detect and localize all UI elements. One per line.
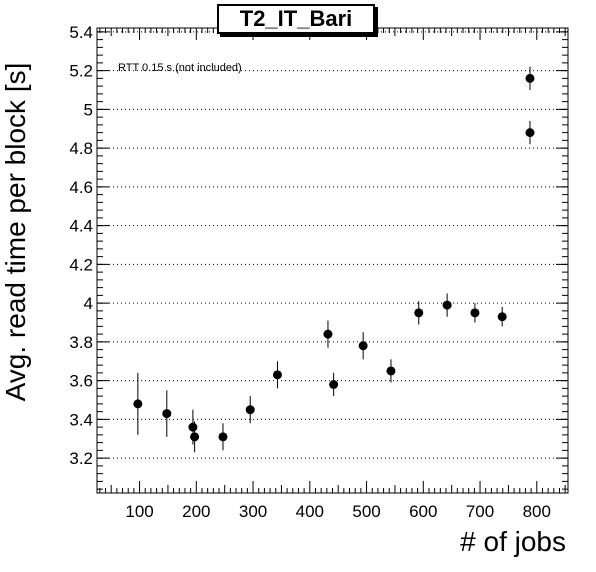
x-tick-label: 700: [466, 502, 494, 521]
data-point: [358, 341, 368, 351]
grid-lines: [97, 31, 568, 459]
x-tick-label: 200: [182, 502, 210, 521]
y-tick-label: 5: [84, 100, 93, 119]
data-point: [470, 308, 480, 318]
y-tick-labels: 3.2 3.4 3.6 3.8 4 4.2 4.4 4.6 4.8 5 5.2 5.4: [69, 23, 93, 468]
data-point: [497, 312, 507, 322]
y-tick-label: 5.2: [69, 62, 93, 81]
y-tick-label: 3.6: [69, 372, 93, 391]
y-tick-label: 3.8: [69, 333, 93, 352]
y-tick-label: 5.4: [69, 23, 93, 42]
data-point: [525, 73, 535, 83]
x-tick-labels: 100 200 300 400 500 600 700 800: [125, 502, 551, 521]
data-point: [218, 432, 228, 442]
y-tick-label: 3.4: [69, 410, 93, 429]
y-tick-label: 4.2: [69, 255, 93, 274]
y-tick-label: 4: [84, 294, 93, 313]
y-axis-label: Avg. read time per block [s]: [0, 62, 31, 402]
data-point: [133, 399, 143, 409]
y-tick-label: 4.8: [69, 139, 93, 158]
x-tick-label: 600: [409, 502, 437, 521]
data-point: [442, 300, 452, 310]
data-point: [188, 422, 198, 432]
x-tick-label: 800: [523, 502, 551, 521]
data-point: [414, 308, 424, 318]
chart-title: T2_IT_Bari: [217, 4, 375, 34]
x-tick-label: 100: [125, 502, 153, 521]
x-tick-label: 400: [296, 502, 324, 521]
y-tick-label: 4.6: [69, 178, 93, 197]
y-tick-label: 3.2: [69, 449, 93, 468]
rtt-annotation: RTT 0.15 s (not included): [118, 62, 242, 74]
data-point: [525, 128, 535, 138]
data-point: [162, 409, 172, 419]
data-point: [329, 380, 339, 389]
x-tick-label: 500: [352, 502, 380, 521]
data-point: [386, 366, 396, 376]
x-axis-label: # of jobs: [460, 526, 566, 557]
plot-frame: [96, 27, 569, 494]
y-tick-label: 4.4: [69, 217, 93, 236]
x-tick-label: 300: [239, 502, 267, 521]
data-point: [245, 405, 255, 415]
data-point: [323, 329, 333, 339]
data-point: [190, 432, 200, 442]
axis-ticks: [97, 28, 568, 493]
data-point: [272, 370, 282, 380]
data-points: [133, 66, 535, 453]
